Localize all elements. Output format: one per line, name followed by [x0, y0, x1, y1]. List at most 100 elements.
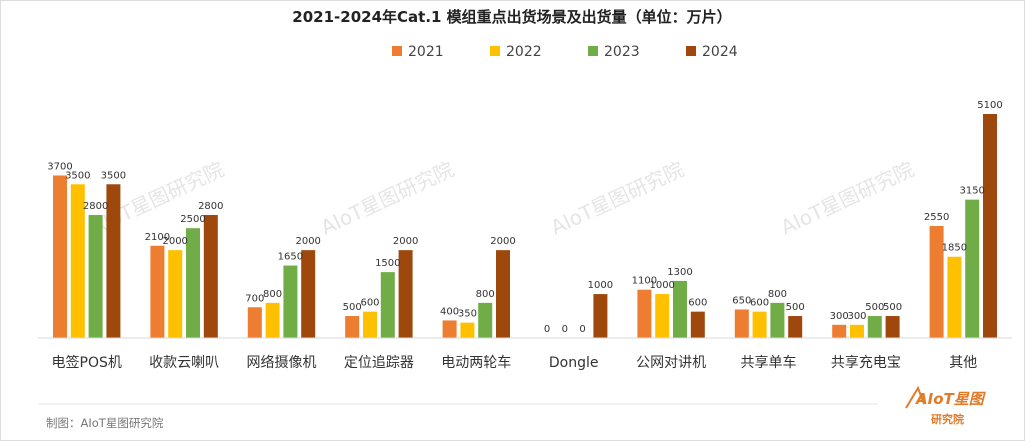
value-label-2023-5: 0 — [579, 324, 585, 335]
value-label-2021-8: 300 — [830, 311, 849, 322]
logo-sub-text: 研究院 — [931, 412, 964, 426]
bar-2022-1 — [168, 250, 183, 338]
bar-2022-7 — [752, 311, 767, 338]
bar-2024-4 — [496, 250, 510, 338]
bar-2021-2 — [247, 307, 262, 338]
bar-2021-9 — [929, 226, 944, 338]
legend-label-2024: 2024 — [702, 44, 738, 60]
bar-2024-3 — [398, 250, 413, 338]
category-label-0: 电签POS机 — [52, 354, 122, 371]
legend-swatch-2021 — [392, 46, 402, 56]
chart-title: 2021-2024年Cat.1 模组重点出货场景及出货量（单位：万片） — [292, 8, 731, 26]
category-labels: 电签POS机 收款云喇叭 网络摄像机 定位追踪器 电动两轮车 Dongle 公网对讲机 共享单… — [52, 354, 978, 371]
legend-swatch-2024 — [686, 46, 696, 56]
bar-2023-4 — [478, 302, 493, 338]
legend-label-2022: 2022 — [506, 44, 542, 60]
value-label-2024-2: 2000 — [295, 236, 320, 247]
value-label-2021-3: 500 — [343, 302, 362, 313]
legend-label-2021: 2021 — [408, 44, 444, 60]
bar-2021-7 — [734, 309, 749, 338]
bar-2023-0 — [88, 215, 103, 338]
value-label-2022-0: 3500 — [65, 170, 90, 181]
category-label-3: 定位追踪器 — [344, 355, 414, 371]
logo: AIoT星图 研究院 — [905, 385, 987, 426]
bar-2024-8 — [885, 316, 900, 338]
value-label-2022-7: 600 — [750, 298, 769, 309]
bar-2024-6 — [690, 311, 705, 338]
category-label-7: 共享单车 — [741, 354, 797, 371]
bar-2022-4 — [460, 322, 475, 338]
value-label-2021-9: 2550 — [924, 212, 949, 223]
value-label-2024-1: 2800 — [198, 201, 223, 212]
bar-2024-5 — [593, 294, 608, 338]
value-label-2024-6: 600 — [688, 298, 707, 309]
category-label-5: Dongle — [549, 355, 599, 371]
value-label-2022-1: 2000 — [162, 236, 187, 247]
value-label-2023-6: 1300 — [667, 267, 692, 278]
bar-2024-9 — [983, 114, 997, 338]
watermark-2: AIoT星图研究院 — [317, 157, 458, 240]
bar-2024-0 — [106, 184, 121, 338]
bar-2021-1 — [150, 245, 165, 338]
bar-2024-2 — [301, 250, 316, 338]
logo-mark-icon — [905, 385, 925, 409]
category-label-2: 网络摄像机 — [247, 355, 317, 371]
value-label-2023-7: 800 — [768, 289, 787, 300]
value-label-2022-8: 300 — [847, 311, 866, 322]
bar-2021-8 — [832, 324, 847, 338]
value-label-2024-5: 1000 — [588, 280, 613, 291]
legend-swatch-2022 — [490, 46, 500, 56]
value-label-2023-1: 2500 — [180, 214, 205, 225]
bars — [53, 114, 997, 338]
value-label-2021-5: 0 — [544, 324, 550, 335]
value-label-2023-9: 3150 — [959, 186, 984, 197]
bar-2024-1 — [203, 215, 218, 338]
value-label-2022-3: 600 — [360, 298, 379, 309]
bar-2023-3 — [380, 272, 395, 338]
value-label-2024-7: 500 — [786, 302, 805, 313]
watermark-3: AIoT星图研究院 — [547, 157, 688, 240]
value-label-2024-8: 500 — [883, 302, 902, 313]
legend: 2021 2022 2023 2024 — [392, 44, 738, 60]
value-label-2023-4: 800 — [476, 289, 495, 300]
bar-2022-0 — [70, 184, 85, 338]
value-label-2023-0: 2800 — [83, 201, 108, 212]
value-label-2022-2: 800 — [263, 289, 282, 300]
bar-2023-1 — [186, 228, 200, 338]
value-label-2022-6: 1000 — [649, 280, 674, 291]
category-label-1: 收款云喇叭 — [149, 355, 219, 371]
category-label-9: 其他 — [949, 355, 977, 371]
value-label-2021-6: 1100 — [632, 276, 657, 287]
bar-2023-9 — [965, 199, 980, 338]
value-label-2023-2: 1650 — [278, 252, 303, 263]
value-label-2024-0: 3500 — [101, 170, 126, 181]
value-label-2021-0: 3700 — [47, 161, 72, 172]
credit-text: 制图：AIoT星图研究院 — [46, 416, 164, 430]
bar-2023-6 — [673, 280, 687, 338]
bar-2021-6 — [637, 289, 652, 338]
category-label-8: 共享充电宝 — [831, 354, 901, 371]
bar-2021-3 — [345, 316, 360, 338]
bar-2023-7 — [770, 302, 785, 338]
bar-2022-3 — [363, 311, 377, 338]
value-label-2021-2: 700 — [245, 293, 264, 304]
bar-2023-2 — [283, 265, 298, 338]
value-label-2022-5: 0 — [562, 324, 568, 335]
bar-2022-6 — [655, 294, 670, 338]
watermark-4: AIoT星图研究院 — [777, 157, 918, 240]
bar-2021-0 — [53, 175, 67, 338]
bar-2022-8 — [850, 324, 864, 338]
value-label-2024-3: 2000 — [393, 236, 418, 247]
value-label-2021-1: 2100 — [145, 232, 170, 243]
value-label-2021-7: 650 — [732, 295, 751, 306]
logo-main-text: AIoT星图 — [915, 390, 987, 408]
value-label-2023-8: 500 — [865, 302, 884, 313]
bar-2022-2 — [265, 302, 280, 338]
bar-2023-8 — [867, 316, 882, 338]
value-label-2022-9: 1850 — [942, 243, 967, 254]
value-label-2021-4: 400 — [440, 306, 459, 317]
category-label-6: 公网对讲机 — [636, 355, 706, 371]
bar-2024-7 — [788, 316, 803, 338]
